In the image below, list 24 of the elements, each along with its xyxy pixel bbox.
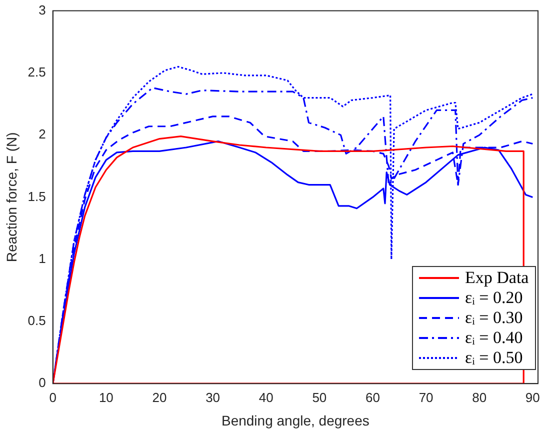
legend-label: εᵢ = 0.20 (465, 288, 523, 308)
x-tick-label: 70 (418, 390, 434, 405)
x-tick-label: 50 (312, 390, 327, 405)
x-tick-label: 80 (472, 390, 487, 405)
legend-label: εᵢ = 0.30 (465, 308, 523, 328)
y-tick-label: 0 (38, 375, 46, 390)
x-tick-label: 0 (49, 390, 56, 405)
y-tick-label: 0.5 (28, 313, 46, 328)
y-axis-title: Reaction force, F (N) (3, 132, 20, 262)
y-tick-label: 1 (38, 250, 46, 266)
x-tick-label: 40 (258, 390, 274, 405)
x-tick-label: 10 (98, 390, 114, 405)
legend-label: εᵢ = 0.40 (465, 328, 523, 348)
y-tick-label: 3 (38, 2, 46, 18)
x-tick-label: 60 (366, 390, 380, 405)
y-tick-label: 1.5 (28, 188, 46, 204)
x-tick-label: 20 (152, 390, 167, 405)
y-tick-label: 2 (38, 126, 46, 142)
legend-label: Exp Data (465, 268, 529, 288)
x-tick-label: 90 (525, 390, 540, 405)
x-axis-title: Bending angle, degrees (221, 412, 370, 428)
y-tick-label: 2.5 (28, 64, 46, 80)
legend-label: εᵢ = 0.50 (465, 348, 523, 368)
x-tick-label: 30 (206, 390, 220, 405)
